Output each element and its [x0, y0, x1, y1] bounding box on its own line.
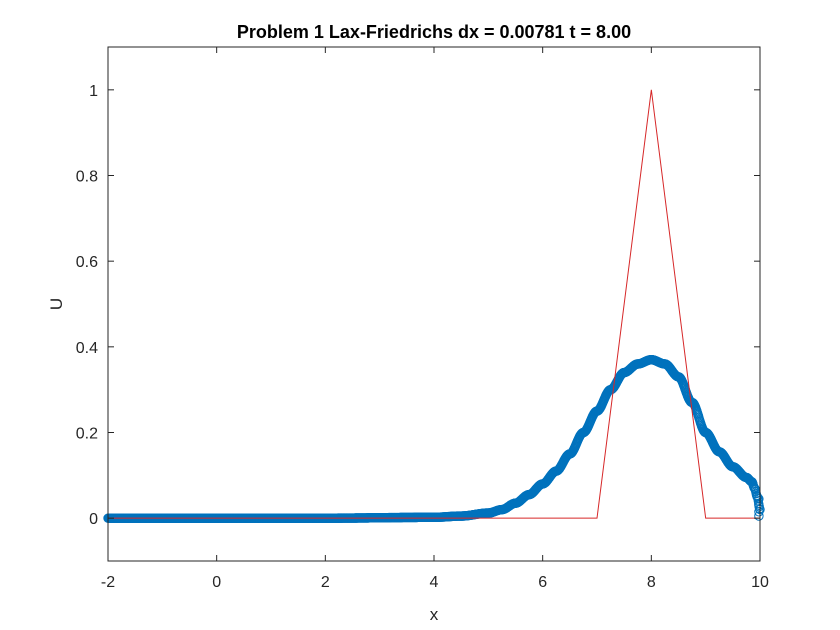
x-tick-label: 2: [321, 574, 330, 591]
numerical-point: [754, 511, 764, 521]
y-tick-label: 0.8: [76, 169, 98, 186]
y-axis-label: U: [47, 298, 66, 310]
plot-background: [108, 47, 760, 561]
y-tick-label: 0.6: [76, 254, 98, 271]
x-tick-label: 8: [647, 574, 656, 591]
x-tick-label: 0: [212, 574, 221, 591]
x-tick-label: 10: [751, 574, 769, 591]
y-tick-label: 0.4: [76, 340, 98, 357]
y-tick-label: 1: [89, 83, 98, 100]
numerical-point: [754, 507, 764, 517]
x-tick-label: 4: [430, 574, 439, 591]
y-tick-label: 0: [89, 511, 98, 528]
x-axis-ticks: -2 0 2 4 6 8 10: [101, 47, 769, 591]
exact-line: [108, 89, 760, 519]
x-axis-label: x: [430, 605, 439, 624]
exact-series: [108, 89, 760, 519]
x-tick-label: -2: [101, 574, 115, 591]
x-tick-label: 6: [538, 574, 547, 591]
numerical-point: [754, 494, 764, 504]
y-axis-ticks: 0 0.2 0.4 0.6 0.8 1: [76, 83, 760, 528]
numerical-point: [754, 500, 764, 511]
y-tick-label: 0.2: [76, 426, 98, 443]
chart-title: Problem 1 Lax-Friedrichs dx = 0.00781 t …: [237, 22, 631, 42]
